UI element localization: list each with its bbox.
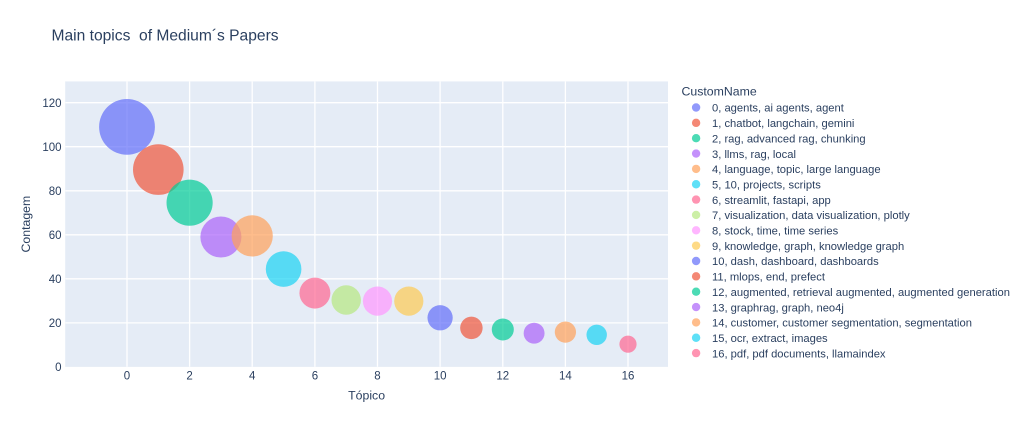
svg-text:2: 2 — [186, 370, 192, 382]
svg-text:20: 20 — [49, 318, 62, 330]
svg-text:120: 120 — [42, 98, 61, 110]
svg-text:60: 60 — [49, 230, 62, 242]
svg-text:6, streamlit, fastapi, app: 6, streamlit, fastapi, app — [712, 195, 831, 207]
svg-text:7, visualization, data visuali: 7, visualization, data visualization, pl… — [712, 210, 910, 222]
svg-text:15, ocr, extract, images: 15, ocr, extract, images — [712, 333, 828, 345]
svg-text:13, graphrag, graph, neo4j: 13, graphrag, graph, neo4j — [712, 302, 844, 314]
svg-text:16, pdf, pdf documents, llamai: 16, pdf, pdf documents, llamaindex — [712, 348, 886, 360]
svg-text:14: 14 — [559, 370, 572, 382]
svg-text:100: 100 — [42, 142, 61, 154]
svg-text:3, llms, rag, local: 3, llms, rag, local — [712, 149, 796, 161]
svg-text:6: 6 — [312, 370, 318, 382]
svg-text:8, stock, time, time series: 8, stock, time, time series — [712, 226, 839, 238]
svg-text:Main topics of Medium´s Paper: Main topics of Medium´s Papers — [52, 28, 279, 45]
svg-text:40: 40 — [49, 274, 62, 286]
svg-text:80: 80 — [49, 186, 62, 198]
svg-text:12: 12 — [496, 370, 509, 382]
svg-text:0: 0 — [124, 370, 130, 382]
svg-text:5, 10, projects, scripts: 5, 10, projects, scripts — [712, 179, 821, 191]
svg-text:10: 10 — [434, 370, 447, 382]
svg-text:12, augmented, retrieval augme: 12, augmented, retrieval augmented, augm… — [712, 287, 1010, 299]
svg-text:0: 0 — [55, 362, 61, 374]
svg-text:Tópico: Tópico — [348, 389, 385, 403]
svg-text:16: 16 — [622, 370, 635, 382]
svg-text:0, agents, ai agents, agent: 0, agents, ai agents, agent — [712, 103, 845, 115]
svg-text:1, chatbot, langchain, gemini: 1, chatbot, langchain, gemini — [712, 118, 854, 130]
svg-text:8: 8 — [374, 370, 380, 382]
svg-text:CustomName: CustomName — [682, 85, 757, 99]
svg-text:9, knowledge, graph, knowledge: 9, knowledge, graph, knowledge graph — [712, 241, 904, 253]
svg-text:14, customer, customer segment: 14, customer, customer segmentation, seg… — [712, 318, 972, 330]
svg-text:Contagem: Contagem — [19, 196, 33, 253]
svg-text:11, mlops, end, prefect: 11, mlops, end, prefect — [712, 272, 826, 284]
svg-text:4: 4 — [249, 370, 256, 382]
svg-text:10, dash, dashboard, dashboard: 10, dash, dashboard, dashboards — [712, 256, 879, 268]
svg-text:2, rag, advanced rag, chunking: 2, rag, advanced rag, chunking — [712, 133, 866, 145]
svg-text:4, language, topic, large lang: 4, language, topic, large language — [712, 164, 881, 176]
